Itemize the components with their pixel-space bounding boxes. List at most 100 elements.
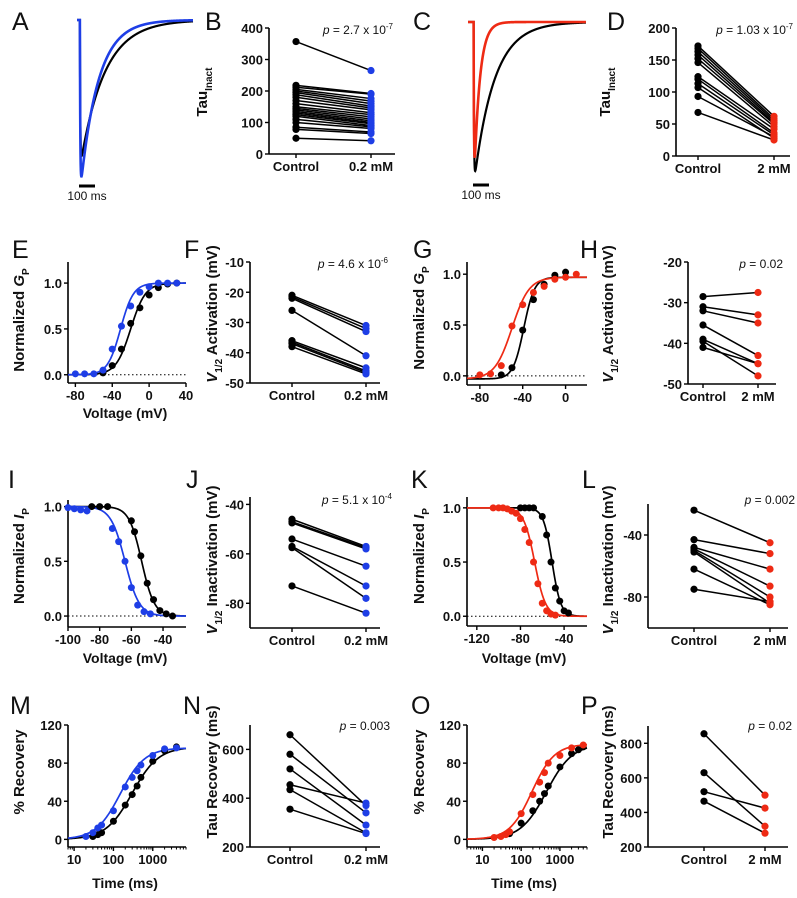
pair-line <box>295 115 372 127</box>
pair-line <box>703 733 766 796</box>
y-tick-label: -40 <box>225 346 244 361</box>
y-axis-title-part: G <box>11 275 28 287</box>
data-point <box>164 279 172 287</box>
y-tick-label: 400 <box>620 805 642 820</box>
x-tick-label: 1000 <box>545 852 574 867</box>
data-point <box>172 744 180 752</box>
x-axis-title: Voltage (mV) <box>83 650 168 666</box>
data-point <box>497 362 505 370</box>
y-tick-label: -50 <box>663 377 682 392</box>
treatment-point <box>362 609 370 617</box>
data-point <box>551 275 559 283</box>
y-tick-label: -20 <box>225 285 244 300</box>
data-point <box>544 759 552 767</box>
data-point <box>96 503 104 511</box>
p-value-text: = 5.1 x 10 <box>329 493 386 507</box>
pair-line <box>702 338 759 365</box>
control-point <box>694 58 702 67</box>
data-point <box>83 507 91 515</box>
category-label: Control <box>273 159 319 174</box>
p-symbol: p <box>715 23 723 37</box>
panel-letter: M <box>10 692 31 720</box>
data-point <box>517 819 525 827</box>
fit-curve <box>467 506 587 618</box>
x-tick-label: 100 <box>103 852 125 867</box>
pair-line <box>291 518 367 548</box>
y-tick-label: 0.0 <box>443 609 461 624</box>
data-point <box>127 302 135 310</box>
data-point <box>173 279 181 287</box>
data-point <box>519 301 527 309</box>
data-point <box>521 526 529 534</box>
control-point <box>286 750 294 758</box>
pair-line <box>693 538 771 555</box>
p-value-exponent: -4 <box>385 492 393 501</box>
pair-line <box>289 768 367 826</box>
panel-letter: E <box>12 236 29 264</box>
data-point <box>121 557 129 565</box>
y-tick-label: 1.0 <box>44 276 62 291</box>
panel-d: D 0 50 100 150 200 TauInact p = 1.03 x 10-7 Cont… <box>597 8 794 176</box>
data-point <box>99 366 107 374</box>
y-tick-label: -80 <box>623 590 642 605</box>
y-tick-label: 200 <box>620 840 642 855</box>
y-axis-title-part: Inactivation (mV) <box>204 486 221 611</box>
p-value: p = 0.02 <box>738 257 783 271</box>
category-label: Control <box>267 852 313 867</box>
data-point <box>579 741 587 749</box>
pair-line <box>697 54 775 124</box>
pair-line <box>291 545 367 587</box>
data-point <box>131 528 139 536</box>
data-point <box>117 322 125 330</box>
control-point <box>288 294 296 302</box>
y-axis-title-part: Tau <box>597 91 614 117</box>
pair-line <box>295 118 372 128</box>
treatment-point <box>766 582 774 590</box>
pair-line <box>291 309 367 357</box>
x-axis-title: Voltage (mV) <box>83 405 168 421</box>
pair-line <box>289 784 367 804</box>
pair-line <box>295 113 372 125</box>
pair-line <box>693 549 771 598</box>
panel-e: E 0.0 0.5 1.0 Normalized GP -80 -40 0 40 Voltage … <box>11 236 193 421</box>
pair-line <box>703 800 766 834</box>
data-point <box>145 283 153 291</box>
trace-control <box>468 20 586 173</box>
y-axis-title: TauInact <box>194 67 215 117</box>
control-point <box>700 788 708 796</box>
p-value: p = 5.1 x 10-4 <box>321 492 393 507</box>
data-point <box>556 752 564 759</box>
panel-letter: G <box>413 236 432 264</box>
x-tick-label: 10 <box>67 852 81 867</box>
y-tick-label: 100 <box>648 85 670 100</box>
y-tick-label: 600 <box>620 771 642 786</box>
y-tick-label: 200 <box>241 84 263 99</box>
pair-line <box>702 305 759 316</box>
data-point <box>150 596 158 604</box>
y-axis-title-part: Normalized <box>411 519 428 604</box>
pair-line <box>289 789 367 834</box>
data-point <box>149 752 157 759</box>
data-point <box>162 610 170 618</box>
data-point <box>476 371 484 379</box>
pair-line <box>295 126 372 133</box>
data-point <box>538 513 546 521</box>
data-point <box>134 601 142 609</box>
pair-line <box>295 106 372 116</box>
x-tick-label: 0 <box>562 390 569 405</box>
pair-line <box>702 346 759 365</box>
data-point <box>161 745 169 753</box>
y-axis-title: Normalized IP <box>411 508 432 604</box>
y-axis-title-part: P <box>421 266 432 273</box>
control-point <box>292 125 300 134</box>
data-point <box>109 807 117 815</box>
data-point <box>540 790 548 798</box>
x-tick-label: -60 <box>122 632 141 647</box>
pair-line <box>289 734 367 807</box>
data-point <box>556 597 564 605</box>
data-point <box>136 304 144 312</box>
treatment-point <box>367 137 375 145</box>
